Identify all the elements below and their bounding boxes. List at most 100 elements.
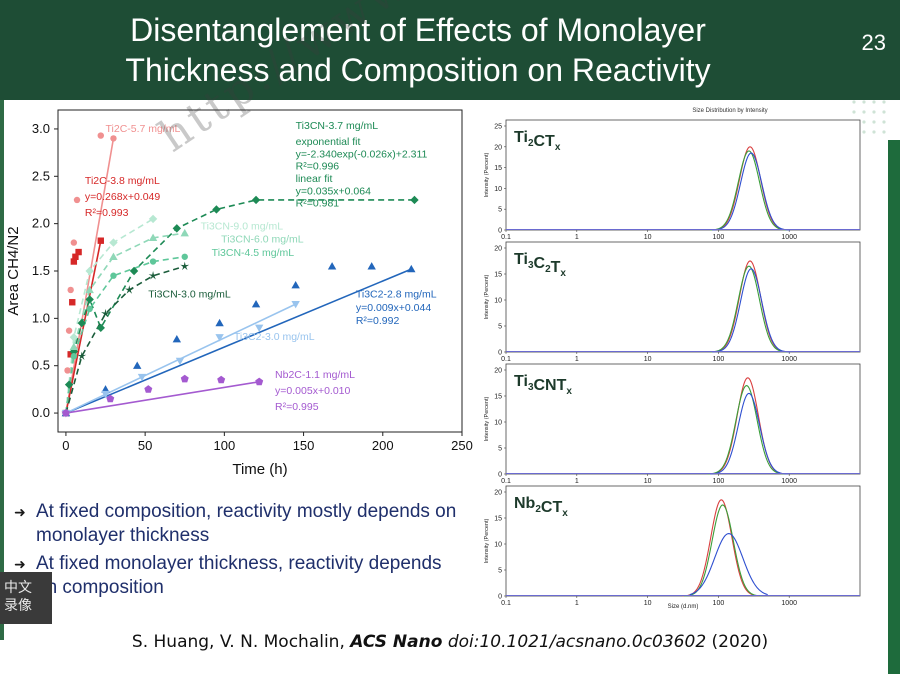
- data-point: [172, 224, 182, 233]
- series-label: Nb2C-1.1 mg/mL: [275, 369, 355, 381]
- fit-line: [65, 381, 260, 414]
- y-tick-label: 20: [494, 490, 502, 497]
- citation-year: (2020): [711, 632, 769, 652]
- y-tick-label: 0: [498, 472, 502, 479]
- series-label: y=0.009x+0.044: [356, 302, 431, 314]
- data-point: [255, 377, 264, 386]
- y-tick-label: 5: [498, 207, 502, 214]
- data-point: [101, 308, 110, 318]
- y-axis-label: Intensity (Percent): [484, 153, 490, 198]
- y-tick-label: 0: [498, 350, 502, 357]
- series-label: Ti3CN-9.0 mg/mL: [201, 220, 284, 232]
- x-tick-label: 1000: [781, 356, 797, 363]
- series-label: Ti3C2-3.0 mg/mL: [234, 331, 315, 343]
- panel-label: Ti3CNTx: [514, 373, 572, 397]
- y-tick-label: 1.0: [32, 310, 50, 325]
- panel-label-part: 2: [545, 264, 551, 275]
- x-tick-label: 0: [62, 438, 69, 453]
- series-label: R²=0.993: [85, 207, 129, 219]
- data-point: [69, 347, 79, 356]
- data-point: [144, 385, 153, 393]
- data-point: [64, 380, 74, 389]
- panel-label-part: CT: [534, 133, 556, 150]
- data-point: [67, 351, 74, 358]
- data-point: [96, 323, 105, 333]
- data-point: [124, 285, 134, 294]
- panel-label-part: Ti: [514, 373, 528, 390]
- data-point: [327, 262, 337, 270]
- y-tick-label: 0: [498, 594, 502, 601]
- data-point: [97, 132, 104, 139]
- data-point: [251, 299, 261, 308]
- data-point: [70, 353, 78, 360]
- y-tick-label: 5: [498, 568, 502, 575]
- data-point: [109, 252, 118, 260]
- data-point: [291, 281, 300, 289]
- data-point: [251, 195, 261, 205]
- data-point: [85, 266, 94, 276]
- citation: S. Huang, V. N. Mochalin, ACS Nano doi:1…: [40, 632, 860, 652]
- y-tick-label: 5: [498, 324, 502, 331]
- dls-panel: 0 5 10 15 20 25 0.1 1 10 100 1000 Intensity (Percen…: [484, 119, 861, 241]
- data-point: [67, 286, 74, 294]
- panel-label-part: 3: [528, 382, 534, 393]
- y-tick-label: 20: [494, 246, 502, 253]
- fit-curve: [65, 256, 185, 414]
- panel-label-part: x: [560, 268, 566, 279]
- panel-frame: [505, 119, 861, 231]
- data-point: [70, 239, 78, 246]
- left-accent-strip: [0, 100, 4, 640]
- x-tick-label: 100: [713, 600, 725, 607]
- data-point: [106, 394, 115, 403]
- data-point: [77, 351, 87, 361]
- data-point: [69, 333, 79, 342]
- series-label: Ti2C-5.7 mg/mL: [106, 123, 181, 135]
- series-label: Ti3CN-6.0 mg/mL: [221, 234, 304, 246]
- data-point: [180, 374, 189, 383]
- x-tick-label: 1000: [781, 478, 797, 485]
- y-tick-label: 15: [494, 165, 502, 172]
- distribution-curve: [689, 533, 768, 596]
- data-point: [86, 305, 93, 313]
- x-tick-label: 1: [575, 478, 579, 485]
- series-label: y=0.268x+0.049: [85, 191, 160, 203]
- panel-label-part: Ti: [514, 251, 528, 268]
- series-label: Ti3CN-3.0 mg/mL: [148, 289, 231, 301]
- title-bar: Disentanglement of Effects of Monolayer …: [0, 0, 900, 100]
- panel-label: Ti3C2Tx: [514, 251, 566, 279]
- x-axis-label: Time (h): [232, 461, 287, 478]
- y-tick-label: 10: [494, 542, 502, 549]
- data-point: [181, 253, 188, 260]
- x-tick-label: 10: [644, 234, 652, 241]
- data-point: [64, 367, 71, 374]
- bullet-text: At fixed composition, reactivity mostly …: [36, 501, 457, 546]
- y-tick-label: 0: [498, 228, 502, 235]
- series-label: Ti3C2-2.8 mg/mL: [356, 289, 437, 301]
- size-distribution-svg: Size Distribution by Intensity0510152025…: [484, 108, 861, 610]
- fit-line: [65, 138, 115, 414]
- data-point: [133, 361, 142, 369]
- title-line-2: Thickness and Composition on Reactivity: [125, 52, 711, 88]
- panel-label: Ti2CTx: [514, 129, 561, 153]
- x-tick-label: 0.1: [501, 356, 511, 363]
- series-label: Ti3CN-4.5 mg/mL: [212, 247, 295, 259]
- y-tick-label: 10: [494, 186, 502, 193]
- dls-title: Size Distribution by Intensity: [692, 108, 767, 114]
- y-tick-label: 0.5: [32, 358, 50, 373]
- fit-curve: [65, 265, 185, 414]
- citation-authors: S. Huang, V. N. Mochalin,: [131, 632, 345, 652]
- data-point: [215, 318, 224, 327]
- data-point: [367, 262, 376, 270]
- data-point: [110, 272, 117, 279]
- bullet-text: At fixed monolayer thickness, reactivity…: [36, 553, 442, 598]
- dls-panel: 0 5 10 15 20 0.1 1 10 100 1000 Intensity (Percent)…: [484, 485, 861, 607]
- panel-label-part: x: [562, 508, 568, 519]
- x-tick-label: 250: [451, 438, 473, 453]
- distribution-curve: [707, 385, 786, 475]
- x-axis-label: Size (d.nm): [668, 604, 699, 610]
- y-tick-label: 10: [494, 420, 502, 427]
- data-point: [149, 258, 157, 265]
- series-label: R²=0.981: [296, 198, 340, 210]
- data-point: [255, 324, 264, 333]
